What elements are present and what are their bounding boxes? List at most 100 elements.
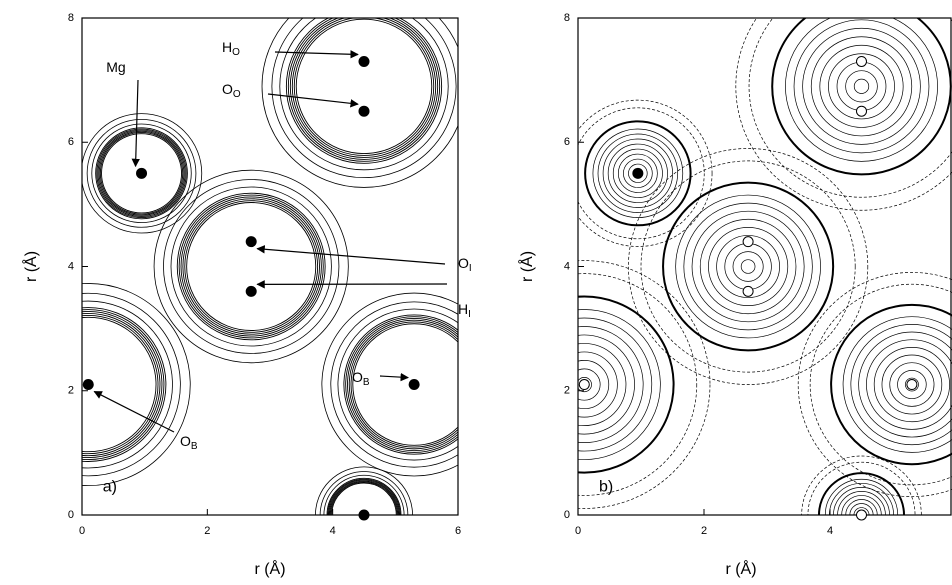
arrow (267, 93, 359, 108)
atom-label: HO (222, 39, 240, 58)
contour-line (584, 120, 692, 227)
x-tick-label: 4 (827, 525, 833, 537)
contour-line (279, 18, 449, 171)
contour-line (184, 200, 319, 333)
contour-line (82, 314, 159, 455)
contour-line (97, 129, 186, 217)
contour-line (95, 127, 188, 220)
y-tick-label: 8 (68, 12, 74, 24)
atom-name: H (458, 301, 468, 317)
contour-line (607, 143, 668, 203)
contour-line (612, 148, 663, 198)
contour-line (623, 158, 653, 188)
atom-label: OB (352, 369, 370, 388)
y-tick-label: 4 (68, 260, 74, 272)
contour-line (352, 323, 458, 446)
x-tick-label: 2 (204, 525, 210, 537)
y-tick-label: 0 (68, 509, 74, 521)
atom-label: OI (458, 255, 472, 274)
contour-line (802, 27, 921, 145)
contours (578, 18, 952, 515)
atom-subscript: O (233, 89, 241, 100)
plot-frame (577, 17, 952, 516)
contour-line (853, 78, 870, 94)
x-tick-label: 2 (701, 525, 707, 537)
contour-line (287, 18, 441, 162)
arrow (93, 391, 175, 433)
atom-name: O (180, 433, 191, 449)
contour-line (732, 251, 764, 282)
contour-line (319, 471, 409, 515)
contour-line (836, 61, 887, 111)
contour-line (178, 194, 324, 339)
contour-line (592, 128, 684, 218)
contour-line (295, 18, 433, 154)
panel-label: a) (103, 478, 117, 495)
atom (408, 379, 420, 391)
contour-line (735, 18, 952, 211)
contour-line (82, 283, 191, 487)
contour-line (182, 198, 320, 335)
atom (632, 167, 644, 179)
contour-line (793, 19, 930, 154)
contour-line (99, 132, 184, 215)
contour-line (96, 128, 187, 219)
contour-line (740, 259, 756, 274)
x-tick-label: 0 (79, 525, 85, 537)
contour-line (326, 477, 402, 515)
contour-line (578, 295, 675, 474)
contour-line (343, 314, 458, 455)
contour-line (858, 331, 952, 438)
atom (906, 379, 918, 391)
contour-line (602, 138, 673, 208)
contour-line (337, 308, 458, 461)
atom-subscript: B (363, 377, 370, 388)
contour-line (829, 482, 894, 515)
contour-line (845, 70, 878, 103)
y-tick-label: 2 (564, 385, 570, 397)
y-tick-label: 8 (564, 12, 570, 24)
arrow (274, 50, 359, 59)
x-tick-label: 0 (575, 525, 581, 537)
contour-line (345, 316, 458, 453)
contour-line (578, 107, 705, 240)
contour-line (327, 478, 401, 515)
contour-line (261, 18, 458, 188)
x-tick-label: 6 (455, 525, 461, 537)
contour-line (176, 192, 326, 341)
atom-subscript: B (191, 441, 198, 452)
contour-line (578, 260, 711, 509)
contour-line (293, 18, 435, 156)
contour-line (683, 202, 813, 331)
contour-line (748, 18, 952, 198)
contour-line (86, 118, 197, 228)
contour-line (578, 309, 661, 460)
contour-line (82, 113, 203, 234)
contour-line (578, 317, 653, 452)
contour-line (347, 318, 458, 452)
atom (82, 379, 94, 391)
x-axis-label: r (Å) (725, 559, 756, 578)
contour-line (640, 160, 856, 373)
contour-line (578, 368, 601, 401)
contour-line (724, 243, 772, 290)
contour-line (771, 18, 952, 176)
contour-line (628, 163, 648, 183)
atom (578, 379, 590, 391)
atom-name: O (222, 81, 233, 97)
atom-subscript: O (232, 47, 240, 58)
contour-line (82, 313, 161, 457)
atom-name: H (222, 39, 232, 55)
contour-line (153, 169, 349, 364)
contours (82, 18, 458, 515)
contour-line (904, 377, 919, 392)
y-axis-label: r (Å) (517, 251, 536, 282)
contour-line (830, 303, 952, 466)
contour-line (285, 18, 443, 164)
arrow (131, 79, 140, 168)
contour-line (330, 301, 458, 468)
panel-label: b) (599, 478, 613, 495)
contour-line (597, 133, 679, 213)
y-tick-label: 2 (68, 385, 74, 397)
contour-line (810, 36, 913, 137)
